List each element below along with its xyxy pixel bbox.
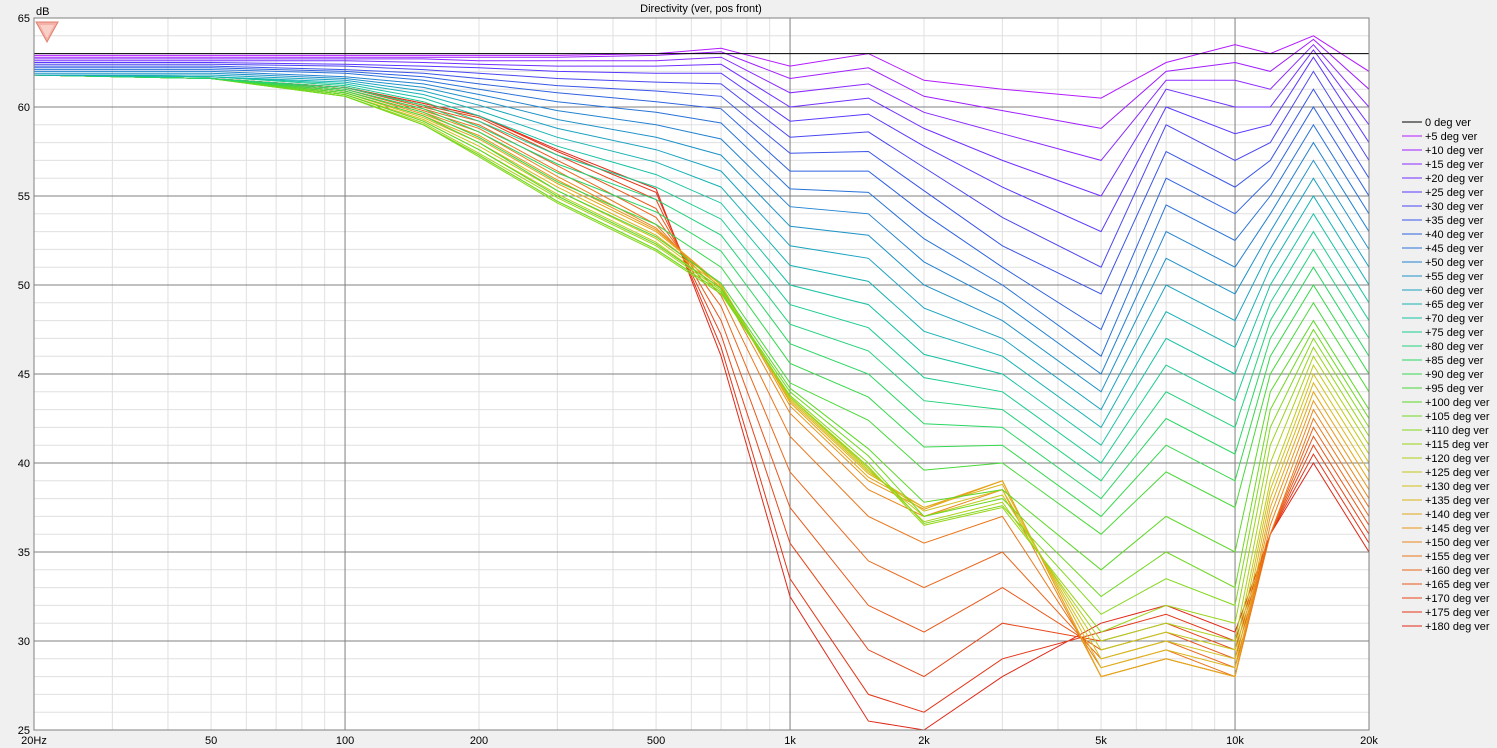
series-line-1 bbox=[34, 35, 1369, 99]
series-line-12 bbox=[34, 74, 1369, 411]
legend-label: +25 deg ver bbox=[1425, 187, 1484, 199]
legend-label: +70 deg ver bbox=[1425, 313, 1484, 325]
legend-label: +30 deg ver bbox=[1425, 201, 1484, 213]
series-layer bbox=[34, 35, 1369, 730]
series-line-18 bbox=[34, 74, 1369, 518]
legend-label: +95 deg ver bbox=[1425, 383, 1484, 395]
x-tick-label: 50 bbox=[205, 735, 217, 747]
series-line-8 bbox=[34, 67, 1369, 331]
legend-label: +110 deg ver bbox=[1425, 425, 1489, 437]
legend-label: +90 deg ver bbox=[1425, 369, 1484, 381]
x-tick-label: 10k bbox=[1226, 735, 1244, 747]
major-grid bbox=[34, 18, 1369, 730]
series-line-4 bbox=[34, 49, 1369, 197]
legend-label: +160 deg ver bbox=[1425, 565, 1490, 577]
legend-label: +50 deg ver bbox=[1425, 257, 1484, 269]
legend-label: +175 deg ver bbox=[1425, 607, 1490, 619]
series-line-11 bbox=[34, 72, 1369, 393]
legend-label: +75 deg ver bbox=[1425, 327, 1484, 339]
y-tick-label: 60 bbox=[18, 102, 30, 114]
legend-label: +60 deg ver bbox=[1425, 285, 1484, 297]
y-axis-label: dB bbox=[36, 6, 49, 18]
legend-label: +20 deg ver bbox=[1425, 173, 1484, 185]
legend-label: +85 deg ver bbox=[1425, 355, 1484, 367]
x-tick-label: 20Hz bbox=[21, 735, 47, 747]
series-line-16 bbox=[34, 74, 1369, 482]
x-tick-label: 2k bbox=[918, 735, 930, 747]
legend-label: 0 deg ver bbox=[1425, 117, 1471, 129]
legend-label: +140 deg ver bbox=[1425, 509, 1490, 521]
logo-mark bbox=[35, 21, 59, 44]
plot-border bbox=[33, 17, 1370, 731]
x-tick-label: 1k bbox=[784, 735, 796, 747]
y-tick-label: 65 bbox=[18, 13, 30, 25]
series-line-6 bbox=[34, 63, 1369, 268]
series-line-14 bbox=[34, 74, 1369, 446]
series-line-17 bbox=[34, 74, 1369, 500]
legend-label: +145 deg ver bbox=[1425, 523, 1490, 535]
x-tick-label: 100 bbox=[336, 735, 354, 747]
legend-label: +45 deg ver bbox=[1425, 243, 1484, 255]
x-tick-label: 200 bbox=[470, 735, 488, 747]
legend-label: +5 deg ver bbox=[1425, 131, 1478, 143]
series-line-2 bbox=[34, 38, 1369, 129]
legend-label: +15 deg ver bbox=[1425, 159, 1484, 171]
legend-label: +125 deg ver bbox=[1425, 467, 1490, 479]
series-line-27 bbox=[34, 74, 1369, 669]
legend-label: +150 deg ver bbox=[1425, 537, 1490, 549]
legend-label: +115 deg ver bbox=[1425, 439, 1489, 451]
y-tick-label: 35 bbox=[18, 547, 30, 559]
series-line-24 bbox=[34, 74, 1369, 642]
y-tick-label: 25 bbox=[18, 725, 30, 737]
legend-label: +80 deg ver bbox=[1425, 341, 1484, 353]
series-line-20 bbox=[34, 74, 1369, 571]
series-line-26 bbox=[34, 74, 1369, 660]
legend-label: +170 deg ver bbox=[1425, 593, 1490, 605]
legend-label: +180 deg ver bbox=[1425, 621, 1490, 633]
legend-label: +135 deg ver bbox=[1425, 495, 1490, 507]
y-axis-ticks: 25 30 35 40 45 50 55 60 65 bbox=[18, 13, 30, 737]
legend: 0 deg ver +5 deg ver +10 deg ver +15 deg ve… bbox=[1402, 117, 1490, 633]
legend-label: +105 deg ver bbox=[1425, 411, 1490, 423]
legend-label: +165 deg ver bbox=[1425, 579, 1490, 591]
series-line-7 bbox=[34, 65, 1369, 295]
y-tick-label: 50 bbox=[18, 280, 30, 292]
x-tick-label: 20k bbox=[1360, 735, 1378, 747]
legend-label: +35 deg ver bbox=[1425, 215, 1484, 227]
legend-label: +65 deg ver bbox=[1425, 299, 1484, 311]
series-line-21 bbox=[34, 74, 1369, 598]
x-axis-ticks: 20Hz 50 100 200 500 1k 2k 5k 10k 20k bbox=[21, 735, 1378, 747]
y-tick-label: 40 bbox=[18, 458, 30, 470]
legend-label: +120 deg ver bbox=[1425, 453, 1490, 465]
legend-label: +55 deg ver bbox=[1425, 271, 1484, 283]
series-line-10 bbox=[34, 70, 1369, 375]
legend-label: +130 deg ver bbox=[1425, 481, 1490, 493]
chart-title: Directivity (ver, pos front) bbox=[640, 3, 762, 15]
legend-label: +100 deg ver bbox=[1425, 397, 1490, 409]
legend-label: +155 deg ver bbox=[1425, 551, 1490, 563]
x-tick-label: 500 bbox=[647, 735, 665, 747]
x-tick-label: 5k bbox=[1095, 735, 1107, 747]
y-tick-label: 55 bbox=[18, 191, 30, 203]
series-line-13 bbox=[34, 74, 1369, 429]
legend-label: +10 deg ver bbox=[1425, 145, 1484, 157]
series-line-5 bbox=[34, 56, 1369, 233]
legend-label: +40 deg ver bbox=[1425, 229, 1484, 241]
series-line-19 bbox=[34, 74, 1369, 535]
y-tick-label: 45 bbox=[18, 369, 30, 381]
y-tick-label: 30 bbox=[18, 636, 30, 648]
series-line-9 bbox=[34, 69, 1369, 357]
series-line-15 bbox=[34, 74, 1369, 464]
series-line-3 bbox=[34, 43, 1369, 161]
